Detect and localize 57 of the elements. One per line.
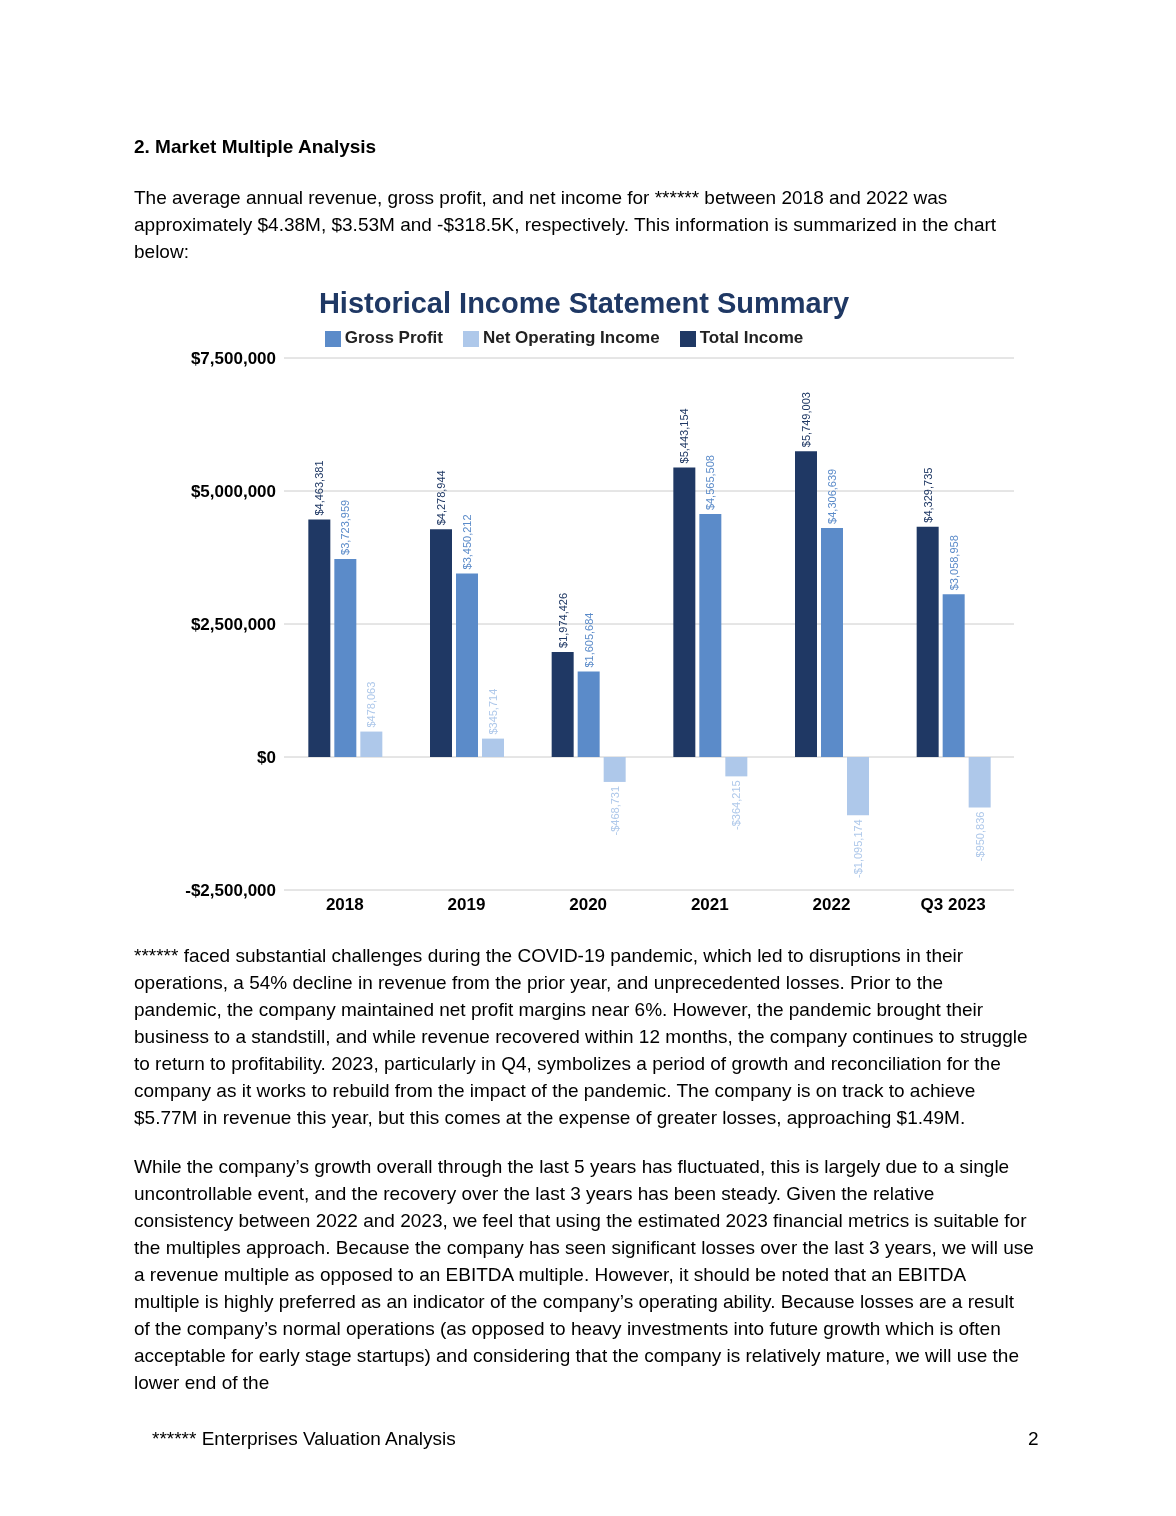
bar	[968, 757, 991, 808]
y-tick-label: $5,000,000	[190, 482, 276, 502]
data-label: $3,058,958	[947, 535, 960, 591]
data-label: $4,278,944	[435, 470, 447, 526]
bar	[795, 451, 817, 757]
bar	[916, 526, 939, 757]
y-tick-label: $7,500,000	[190, 349, 276, 369]
x-tick-label: 2019	[447, 895, 486, 915]
legend-label: Total Income	[699, 328, 804, 347]
bar	[360, 731, 383, 757]
bar	[603, 757, 626, 782]
data-label: $345,714	[487, 688, 499, 735]
bar	[847, 757, 869, 816]
bar	[456, 573, 478, 757]
x-tick-label: 2018	[325, 895, 364, 915]
data-label: $1,974,426	[556, 592, 569, 648]
y-tick-label: -$2,500,000	[185, 881, 276, 901]
bar	[334, 558, 357, 757]
bar	[821, 527, 843, 757]
data-label: $3,723,959	[339, 499, 352, 555]
data-label: $4,463,381	[313, 460, 326, 516]
text: ****** faced substantial challenges during the COVID-19 pandemic, which led to disruptions in their operations, a 54% decline in revenue from the prior year, and unprecedented losses. Prior to the pandemic, the company maintained net profit margins near 6%. However, the pandemic brought their business to a standstill, and while revenue recovered within 12 months, the company continues to struggle to return to profitability. 2023, particularly in Q4, symbolizes a period of growth and reconciliation for the company as it works to rebuild from the impact of the pandemic. The company is on track to achieve $5.77M in revenue this year, but this comes at the expense of greater losses, approaching $1.49M.	[134, 944, 1029, 1130]
bar	[577, 671, 600, 757]
bar	[673, 467, 696, 757]
chart-title: Historical Income Statement Summary	[317, 287, 851, 320]
data-label: $5,749,003	[800, 392, 812, 448]
data-label: -$468,731	[608, 785, 621, 836]
data-label: $5,443,154	[678, 408, 691, 464]
bar	[699, 514, 722, 757]
data-label: -$364,215	[730, 780, 743, 830]
bar	[308, 519, 331, 757]
x-tick-label: 2020	[569, 895, 608, 915]
data-label: $1,605,684	[582, 612, 595, 668]
y-tick-label: $2,500,000	[190, 615, 276, 635]
text: 2. Market Multiple Analysis	[134, 136, 378, 158]
bar	[551, 651, 574, 757]
data-label: $4,306,639	[826, 468, 838, 524]
y-tick-label: $0	[257, 748, 276, 768]
legend-label: Net Operating Income	[483, 328, 660, 347]
data-label: $4,329,735	[921, 467, 934, 523]
bar	[430, 529, 452, 757]
data-label: $478,063	[365, 681, 378, 728]
text: While the company’s growth overall through the last 5 years has fluctuated, this is largely due to a single uncontrollable event, and the recovery over the last 3 years has been steady. Given the relative consistency between 2022 and 2023, we feel that using the estimated 2023 financial metrics is suitable for the multiples approach. Because the company has seen significant losses over the last 3 years, we will use a revenue multiple as opposed to an EBITDA multiple. However, it should be noted that an EBITDA multiple is highly preferred as an indicator of the company’s operating ability. Because losses are a result of the company’s normal operations (as opposed to heavy investments into future growth which is often acceptable for early stage startups) and considering that the company is relatively mature, we will use the lower end of the	[134, 1156, 1034, 1393]
x-tick-label: 2021	[690, 895, 729, 915]
text: ****** Enterprises Valuation Analysis	[152, 1428, 456, 1450]
bar	[482, 738, 504, 757]
data-label: -$950,836	[973, 811, 986, 862]
data-label: $4,565,508	[704, 455, 717, 511]
data-label: -$1,095,174	[852, 819, 864, 878]
legend-label: Gross Profit	[344, 328, 443, 347]
text: The average annual revenue, gross profit, and net income for ****** between 2018 and 2022 was approximately $4.38M, $3.53M and -$318.5K, respectively. This information is summarized in the chart below:	[134, 186, 998, 264]
x-tick-label: Q3 2023	[920, 895, 986, 915]
bar	[942, 594, 965, 757]
data-label: $3,450,212	[461, 514, 473, 570]
x-tick-label: 2022	[812, 895, 851, 915]
bar	[725, 757, 748, 777]
text: 2	[1028, 1428, 1039, 1450]
